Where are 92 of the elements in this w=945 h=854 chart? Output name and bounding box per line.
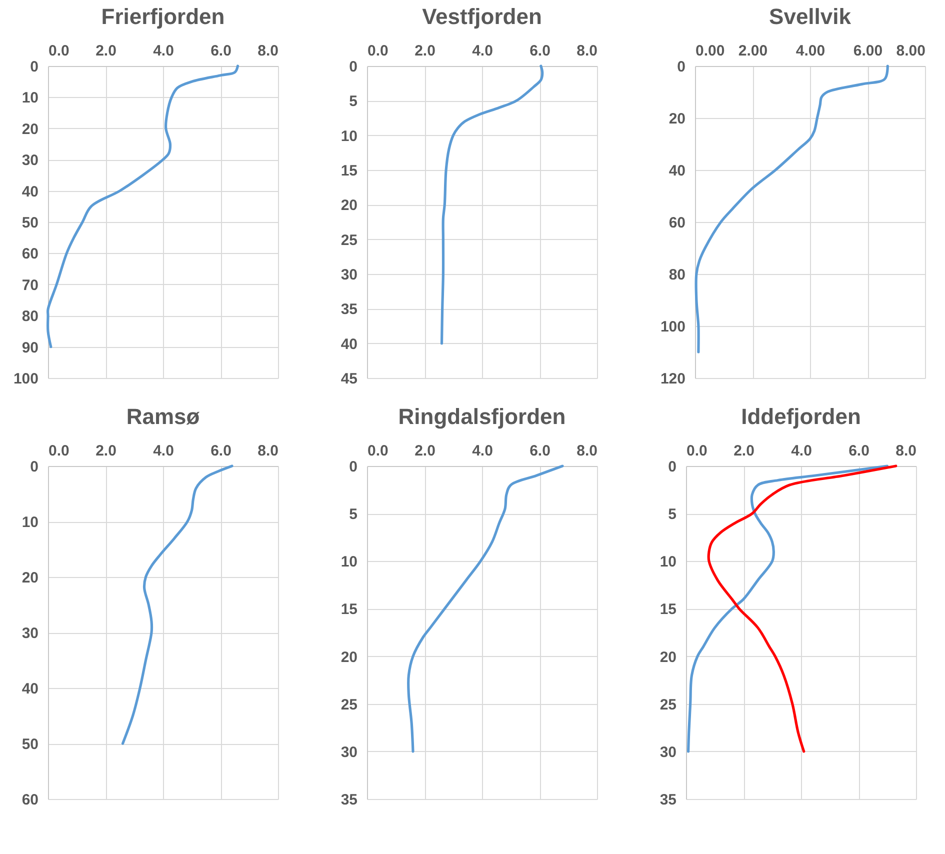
x-tick-label: 2.0	[414, 442, 436, 460]
x-tick-label: 2.0	[734, 442, 754, 460]
chart-title: Iddefjorden	[741, 404, 861, 429]
y-tick-label: 20	[340, 197, 358, 214]
chart-title: Ramsø	[126, 404, 200, 429]
y-tick-label: 90	[22, 339, 38, 356]
y-tick-label: 60	[22, 246, 38, 263]
x-tick-label: 8.0	[258, 442, 278, 460]
y-tick-label: 40	[668, 162, 686, 180]
y-tick-label: 35	[340, 301, 358, 318]
y-tick-label: 100	[13, 370, 38, 388]
y-tick-label: 15	[660, 601, 676, 618]
y-tick-label: 30	[22, 152, 38, 170]
line-series	[46, 64, 240, 348]
y-tick-label: 10	[660, 554, 676, 571]
y-tick-label: 30	[340, 266, 358, 284]
x-tick-label: 4.0	[153, 42, 174, 60]
x-tick-label: 0.0	[368, 442, 388, 460]
x-tick-label: 4.0	[472, 442, 493, 460]
y-tick-label: 0	[30, 458, 38, 476]
y-tick-label: 35	[340, 792, 358, 808]
x-tick-label: 6.0	[530, 42, 550, 60]
x-tick-label: 6.00	[853, 42, 883, 60]
y-tick-label: 25	[340, 696, 358, 714]
y-tick-label: 35	[660, 792, 676, 808]
x-tick-label: 6.0	[530, 442, 550, 460]
x-tick-label: 8.00	[896, 42, 926, 60]
x-tick-label: 8.0	[576, 442, 598, 460]
x-tick-label: 0.0	[686, 442, 708, 460]
y-tick-label: 10	[22, 90, 38, 107]
y-tick-label: 45	[340, 370, 358, 388]
y-tick-label: 40	[22, 183, 38, 200]
y-tick-label: 20	[340, 648, 358, 666]
y-tick-label: 30	[22, 625, 38, 642]
y-tick-label: 20	[668, 110, 686, 128]
y-tick-label: 0	[668, 458, 676, 476]
x-tick-label: 0.00	[696, 42, 725, 60]
y-tick-label: 20	[660, 648, 676, 666]
y-tick-label: 20	[22, 570, 38, 586]
y-tick-label: 25	[660, 696, 676, 714]
y-tick-label: 0	[349, 458, 358, 476]
y-tick-label: 40	[22, 680, 38, 698]
x-tick-label: 6.0	[848, 442, 870, 460]
y-tick-label: 40	[340, 336, 358, 353]
y-tick-label: 5	[349, 506, 358, 524]
y-tick-label: 15	[340, 162, 358, 180]
x-tick-label: 4.0	[791, 442, 812, 460]
chart-title: Frierfjorden	[101, 4, 225, 29]
y-tick-label: 50	[22, 214, 38, 232]
y-tick-label: 80	[668, 266, 686, 284]
y-tick-label: 50	[22, 736, 38, 753]
y-tick-label: 0	[349, 58, 358, 76]
x-tick-label: 2.00	[738, 42, 768, 60]
x-tick-label: 0.0	[368, 42, 388, 60]
y-tick-label: 30	[660, 744, 676, 761]
x-tick-label: 2.0	[96, 42, 116, 60]
line-series	[407, 464, 564, 753]
x-tick-label: 0.0	[48, 42, 70, 60]
chart-title: Ringdalsfjorden	[398, 404, 566, 429]
y-tick-label: 10	[22, 514, 38, 531]
chart-title: Vestfjorden	[422, 4, 542, 29]
line-series	[440, 64, 544, 345]
y-tick-label: 30	[340, 744, 358, 761]
x-tick-label: 0.0	[48, 442, 70, 460]
y-tick-label: 70	[22, 276, 38, 294]
line-series	[121, 464, 234, 745]
y-tick-label: 10	[340, 554, 358, 571]
x-tick-label: 4.0	[472, 42, 493, 60]
x-tick-label: 4.00	[796, 42, 826, 60]
x-tick-label: 6.0	[210, 442, 232, 460]
x-tick-label: 2.0	[414, 42, 436, 60]
chart-title: Svellvik	[769, 4, 852, 29]
y-tick-label: 80	[22, 308, 38, 326]
x-tick-label: 4.0	[153, 442, 174, 460]
y-tick-label: 0	[677, 58, 686, 76]
y-tick-label: 100	[660, 318, 686, 336]
line-series	[694, 64, 889, 354]
y-tick-label: 60	[22, 792, 38, 808]
y-tick-label: 5	[668, 506, 676, 524]
y-tick-label: 15	[340, 601, 358, 618]
x-tick-label: 6.0	[210, 42, 232, 60]
x-tick-label: 2.0	[96, 442, 116, 460]
y-tick-label: 10	[340, 128, 358, 145]
y-tick-label: 5	[349, 93, 358, 110]
y-tick-label: 120	[660, 370, 686, 388]
x-tick-label: 8.0	[258, 42, 278, 60]
y-tick-label: 20	[22, 120, 38, 138]
y-tick-label: 0	[30, 58, 38, 76]
x-tick-label: 8.0	[576, 42, 598, 60]
y-tick-label: 25	[340, 232, 358, 249]
x-tick-label: 8.0	[896, 442, 916, 460]
y-tick-label: 60	[668, 214, 686, 232]
